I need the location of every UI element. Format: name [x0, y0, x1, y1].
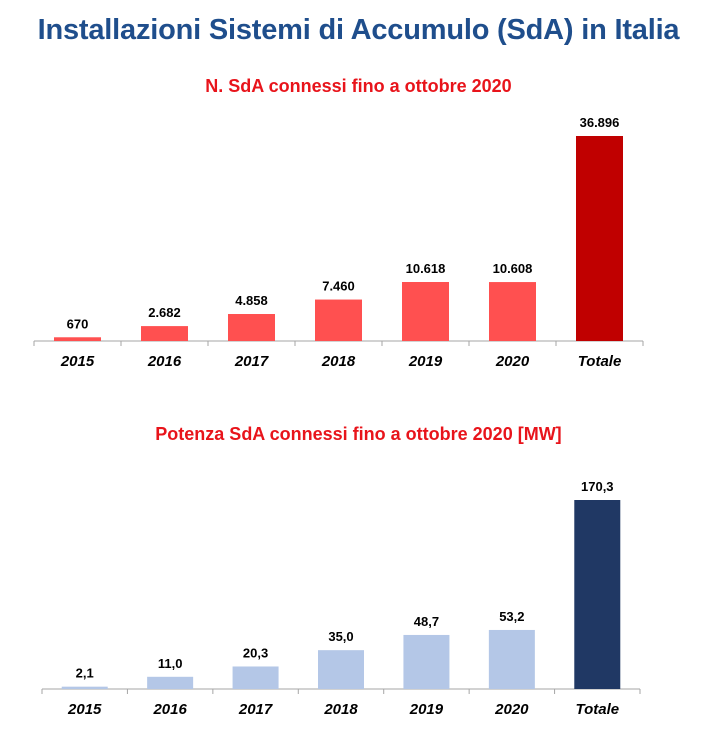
- page-title: Installazioni Sistemi di Accumulo (SdA) …: [37, 14, 680, 46]
- tick-label-2019: 2019: [409, 701, 444, 718]
- bar-2015: [54, 337, 101, 341]
- bar-2018: [315, 299, 362, 341]
- tick-label-2018: 2018: [323, 701, 358, 718]
- data-label-2019: 10.618: [406, 261, 446, 276]
- tick-label-totale: Totale: [578, 353, 622, 370]
- data-label-totale: 170,3: [581, 479, 614, 494]
- data-label-2016: 2.682: [148, 305, 181, 320]
- tick-label-2020: 2020: [495, 353, 530, 370]
- data-label-2018: 7.460: [322, 279, 355, 294]
- tick-label-2019: 2019: [408, 353, 443, 370]
- bar-2018: [318, 650, 364, 689]
- bar-2017: [228, 314, 275, 341]
- bar-2017: [232, 666, 279, 689]
- chart-title-count: N. SdA connessi fino a ottobre 2020: [205, 76, 512, 96]
- bar-2020: [488, 629, 535, 689]
- bar-2015: [61, 686, 108, 689]
- tick-label-2015: 2015: [60, 353, 95, 370]
- data-label-2015: 670: [67, 316, 89, 331]
- tick-label-totale: Totale: [575, 701, 619, 718]
- data-label-2017: 20,3: [243, 645, 268, 660]
- bar-2019: [403, 634, 450, 689]
- data-label-2018: 35,0: [328, 629, 353, 644]
- bar-2016: [141, 326, 188, 341]
- chart-count: 670 2015 2.682 2016 4.858 2017 7.460 2018 10.618…: [33, 115, 644, 370]
- data-label-2017: 4.858: [235, 293, 268, 308]
- bar-totale: [576, 136, 623, 341]
- data-label-2020: 53,2: [499, 609, 524, 624]
- tick-label-2018: 2018: [321, 353, 356, 370]
- data-label-2016: 11,0: [158, 656, 183, 671]
- bar-2016: [147, 676, 194, 689]
- data-label-2020: 10.608: [493, 261, 533, 276]
- tick-label-2015: 2015: [67, 701, 102, 718]
- tick-label-2017: 2017: [234, 353, 269, 370]
- tick-label-2017: 2017: [238, 701, 273, 718]
- bar-2020: [489, 282, 536, 341]
- tick-label-2020: 2020: [494, 701, 529, 718]
- data-label-2019: 48,7: [414, 614, 439, 629]
- data-label-totale: 36.896: [580, 115, 620, 130]
- bar-totale: [574, 500, 621, 689]
- bar-2019: [402, 282, 449, 341]
- tick-label-2016: 2016: [147, 353, 182, 370]
- chart-power: 2,1 2015 11,0 2016 20,3 2017 35,0 2018 48,7 2019 5…: [41, 479, 641, 718]
- tick-label-2016: 2016: [152, 701, 187, 718]
- chart-title-power: Potenza SdA connessi fino a ottobre 2020…: [155, 424, 562, 444]
- data-label-2015: 2,1: [76, 666, 94, 681]
